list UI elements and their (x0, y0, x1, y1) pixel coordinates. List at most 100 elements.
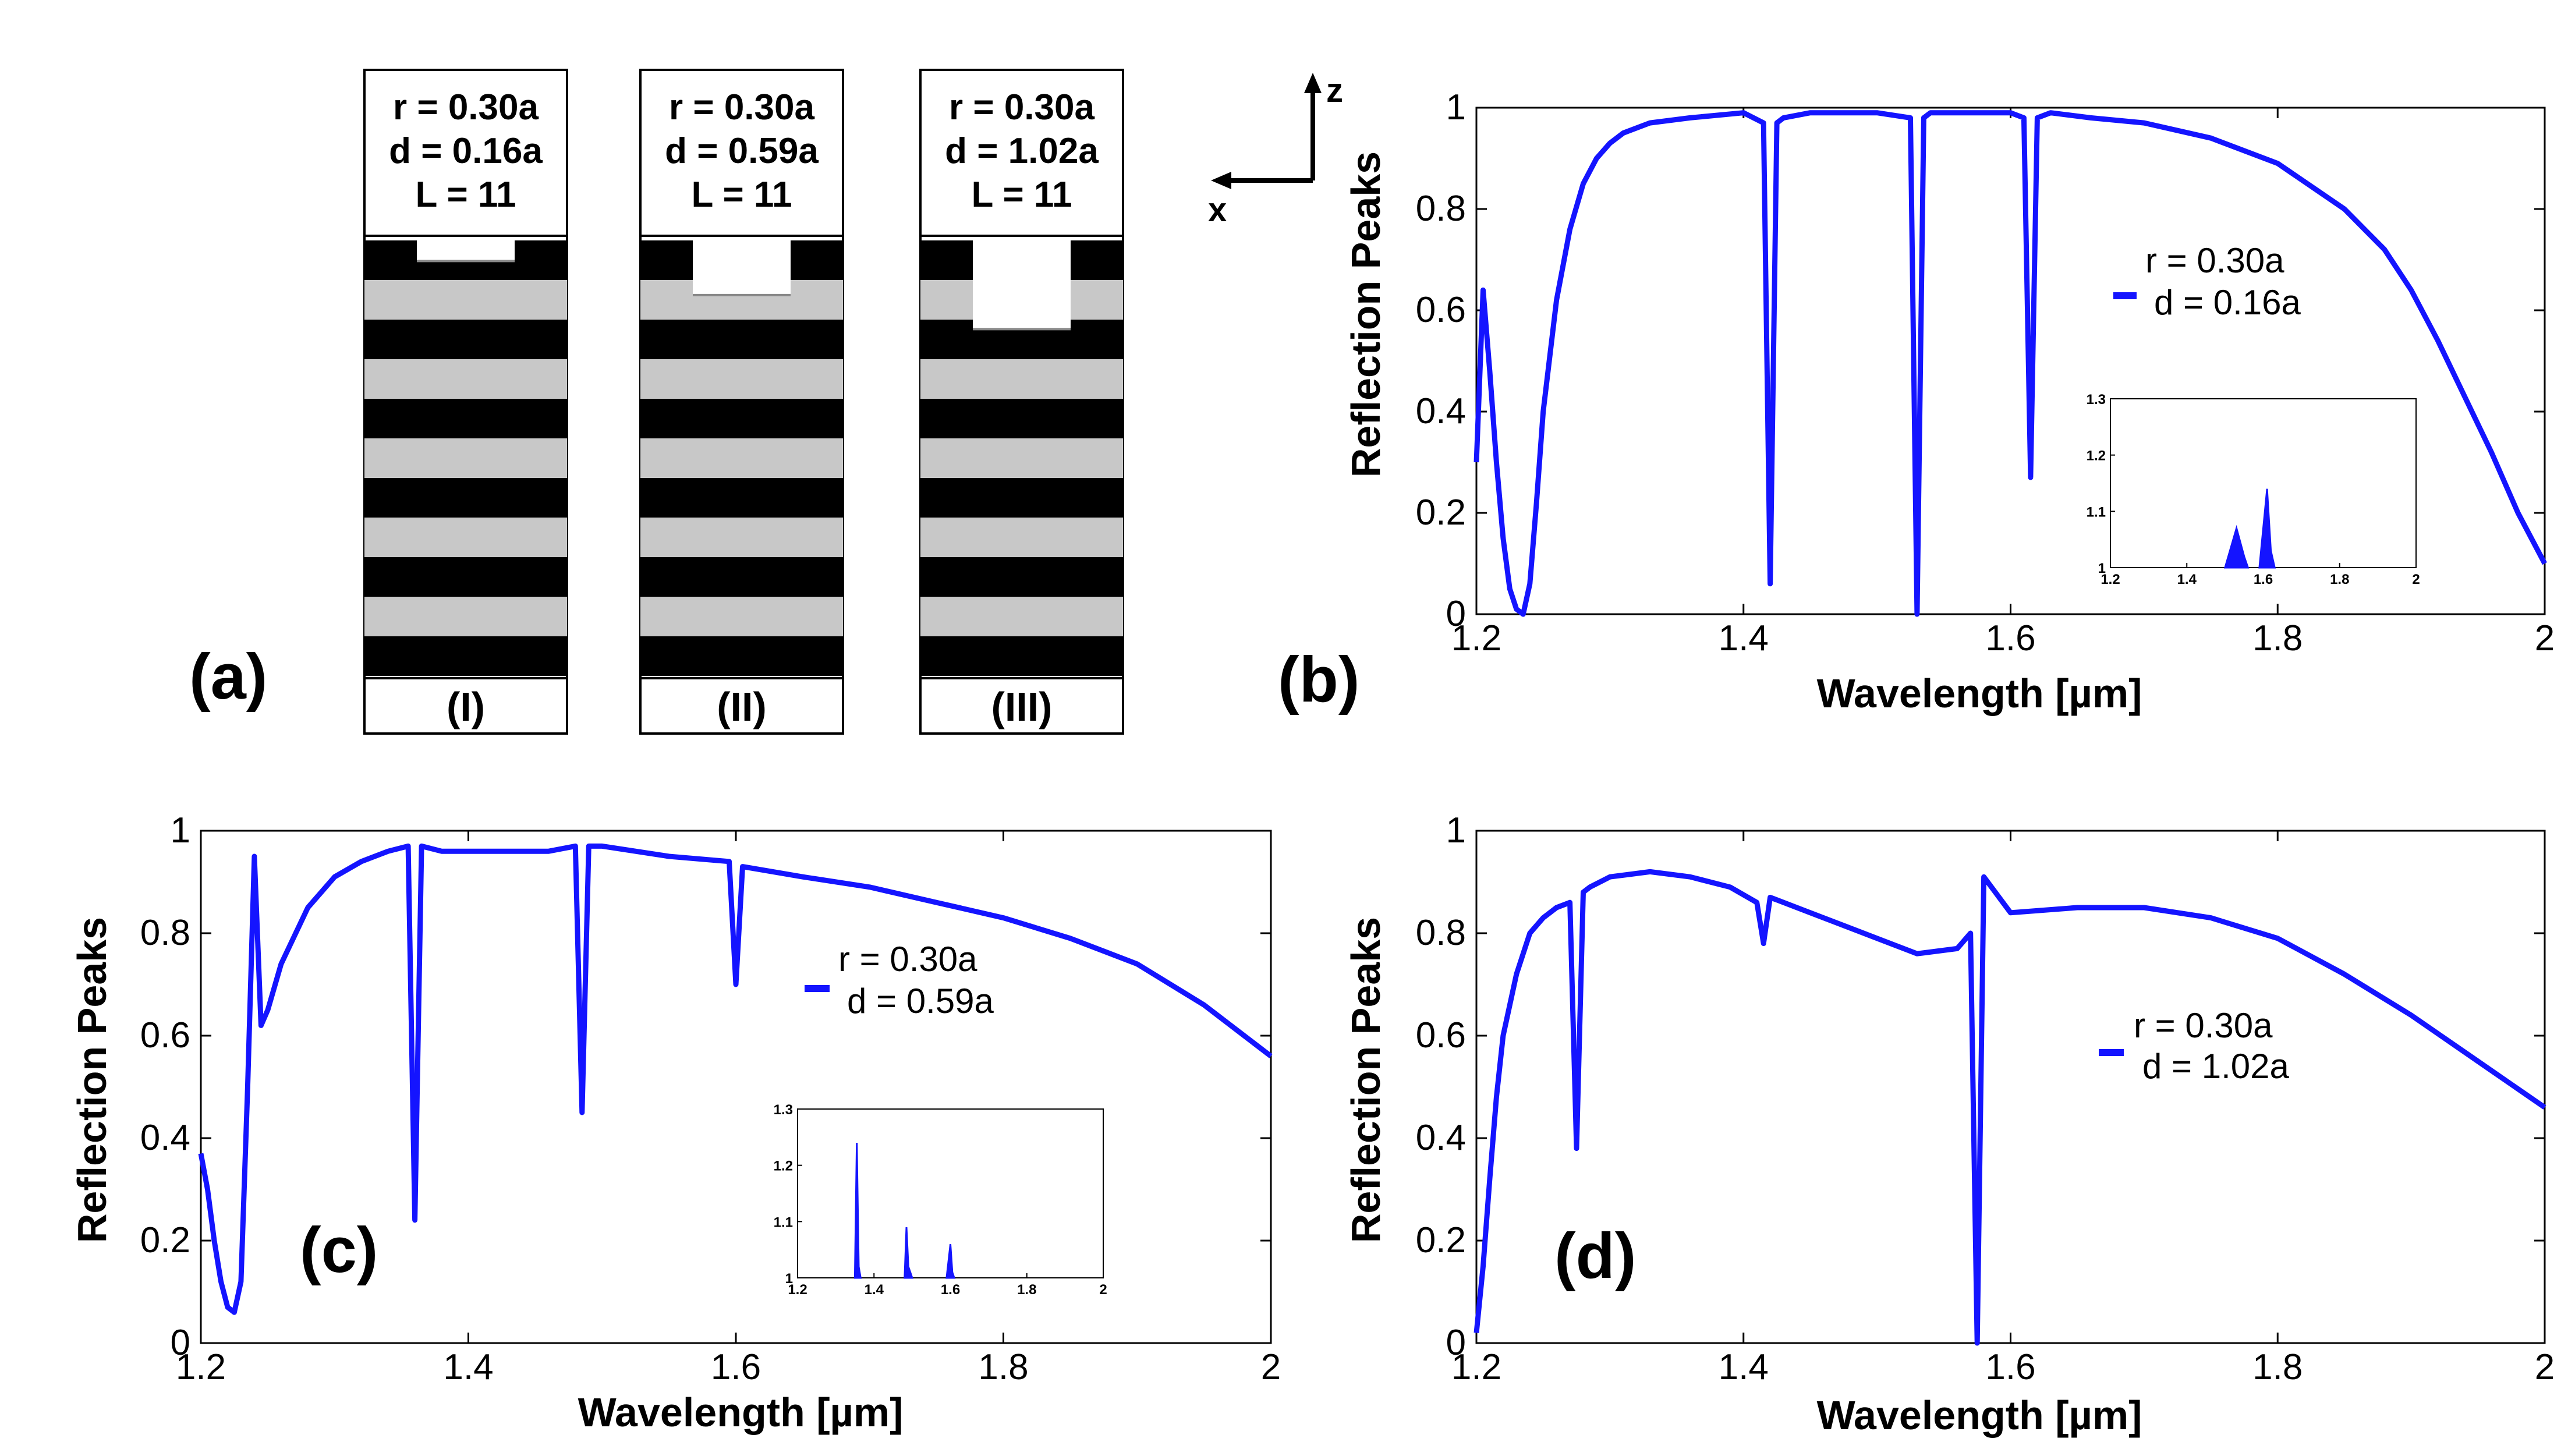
dielectric-layer (640, 320, 843, 359)
inset-x-tick-label: 1.6 (941, 1282, 960, 1298)
dielectric-layer (920, 636, 1123, 676)
y-tick-label: 0.6 (1416, 1015, 1466, 1055)
structure-r-label: r = 0.30a (393, 87, 539, 127)
dielectric-layer (364, 399, 567, 438)
inset-x-tick-label: 1.8 (2330, 572, 2349, 587)
air-layer (364, 359, 567, 399)
inset-x-tick-label: 2 (2412, 572, 2420, 587)
dielectric-layer (640, 399, 843, 438)
air-layer (640, 518, 843, 557)
y-tick-label: 0.8 (140, 913, 190, 953)
structure-d-label: d = 0.16a (389, 131, 543, 171)
y-tick-label: 0 (1446, 1323, 1466, 1363)
panel-c-legend: r = 0.30a d = 0.59a (805, 940, 994, 1021)
panel-d-legend: r = 0.30a d = 1.02a (2099, 1006, 2290, 1086)
air-layer (364, 518, 567, 557)
y-tick-label: 0.2 (140, 1220, 190, 1260)
panel-c-x-axis-title: Wavelength [µm] (578, 1390, 904, 1435)
air-layer (640, 438, 843, 478)
panel-d-label: (d) (1554, 1220, 1636, 1292)
panel-b-legend-line-1: r = 0.30a (2145, 241, 2284, 280)
inset-plot: 1.2 1.4 1.6 1.8 2 1 1.1 1.2 1.3 (774, 1102, 1107, 1298)
dielectric-layer (364, 320, 567, 359)
panel-b-x-axis-title: Wavelength [µm] (1817, 671, 2142, 716)
air-layer (364, 597, 567, 636)
panel-d-plot-area: 1.2 1.4 1.6 1.8 2 0 0.2 0.4 0.6 0.8 1 (1416, 810, 2555, 1387)
x-tick-label: 1.8 (2252, 1347, 2303, 1387)
dielectric-layer (364, 478, 567, 518)
dielectric-layer (920, 478, 1123, 518)
etched-hole (973, 240, 1071, 330)
inset-peak (2223, 525, 2250, 569)
inset-y-tick-label: 1.2 (774, 1159, 793, 1174)
z-axis-label: z (1326, 72, 1343, 109)
panel-b-legend-line-2: d = 0.16a (2154, 283, 2301, 322)
inset-x-tick-label: 1.2 (788, 1282, 807, 1298)
x-tick-label: 1.2 (1451, 618, 1501, 658)
inset-peak (945, 1244, 956, 1279)
panel-b-plot-area: 1.2 1.4 1.6 1.8 200.20.40.60.811.2 1.4 1.6 1.8 2… (1416, 87, 2555, 658)
y-tick-label: 0.6 (1416, 290, 1466, 330)
etched-hole (417, 240, 515, 261)
panel-a-label: (a) (189, 641, 267, 713)
panel-c-plot-area: 1.2 1.4 1.6 1.8 200.20.40.60.811.2 1.4 1.6 1.8 2… (140, 810, 1281, 1387)
air-layer (920, 438, 1123, 478)
dielectric-layer (640, 557, 843, 597)
panel-d-y-axis-title: Reflection Peaks (1343, 917, 1389, 1243)
y-tick-label: 0.2 (1416, 493, 1466, 533)
air-layer (640, 597, 843, 636)
chart-panel-c: 1.2 1.4 1.6 1.8 200.20.40.60.811.2 1.4 1.6 1.8 2… (69, 810, 1281, 1435)
y-tick-label: 0.4 (140, 1118, 190, 1158)
inset-plot: 1.2 1.4 1.6 1.8 2 1 1.1 1.2 1.3 (2087, 392, 2420, 587)
panel-c-y-axis-title: Reflection Peaks (69, 917, 115, 1243)
dielectric-layer (640, 478, 843, 518)
y-tick-label: 0 (1446, 594, 1466, 634)
inset-y-tick-label: 1 (785, 1271, 793, 1287)
panel-c-label: (c) (300, 1214, 378, 1286)
inset-x-tick-label: 1.6 (2254, 572, 2273, 587)
dielectric-layer (364, 636, 567, 676)
x-tick-label: 1.6 (711, 1347, 761, 1387)
y-tick-label: 0 (171, 1323, 190, 1363)
structure-d-label: d = 1.02a (945, 131, 1099, 171)
panel-c-legend-line-1: r = 0.30a (838, 940, 977, 979)
x-tick-label: 1.6 (1985, 1347, 2035, 1387)
panel-d-legend-line-1: r = 0.30a (2134, 1006, 2273, 1045)
inset-x-tick-label: 1.2 (2101, 572, 2120, 587)
coordinate-axes-icon: z x (1208, 72, 1343, 229)
dielectric-layer (640, 636, 843, 676)
panel-b-label: (b) (1278, 644, 1359, 715)
x-tick-label: 1.4 (443, 1347, 493, 1387)
y-tick-label: 1 (1446, 87, 1466, 127)
inset-y-tick-label: 1.1 (2087, 504, 2106, 520)
panel-b-y-axis-title: Reflection Peaks (1343, 151, 1389, 477)
y-tick-label: 1 (1446, 810, 1466, 851)
x-tick-label: 1.8 (2252, 618, 2303, 658)
x-tick-label: 2 (1261, 1347, 1281, 1387)
air-layer (920, 359, 1123, 399)
x-tick-label: 1.6 (1985, 618, 2035, 658)
panel-c-legend-line-2: d = 0.59a (847, 982, 994, 1021)
x-tick-label: 1.4 (1719, 1347, 1769, 1387)
chart-panel-b: 1.2 1.4 1.6 1.8 200.20.40.60.811.2 1.4 1.6 1.8 2… (1278, 87, 2555, 716)
x-tick-label: 2 (2535, 1347, 2555, 1387)
x-tick-label: 1.2 (1451, 1347, 1501, 1387)
series-line (1473, 110, 2547, 617)
air-layer (920, 518, 1123, 557)
inset-peak (853, 1142, 862, 1279)
inset-x-tick-label: 1.8 (1017, 1282, 1036, 1298)
structure-d-label: d = 0.59a (665, 131, 819, 171)
panel-d-x-axis-title: Wavelength [µm] (1817, 1393, 2142, 1438)
structure-r-label: r = 0.30a (669, 87, 814, 127)
y-tick-label: 0.8 (1416, 913, 1466, 953)
series-line (198, 843, 1273, 1315)
chart-panel-d: 1.2 1.4 1.6 1.8 2 0 0.2 0.4 0.6 0.8 1 (d) Waveleng… (1343, 810, 2555, 1438)
x-tick-label: 1.4 (1719, 618, 1769, 658)
inset-x-tick-label: 1.4 (865, 1282, 884, 1298)
structure-id-label: (II) (717, 684, 767, 729)
inset-y-tick-label: 1.1 (774, 1214, 793, 1230)
air-layer (364, 280, 567, 320)
